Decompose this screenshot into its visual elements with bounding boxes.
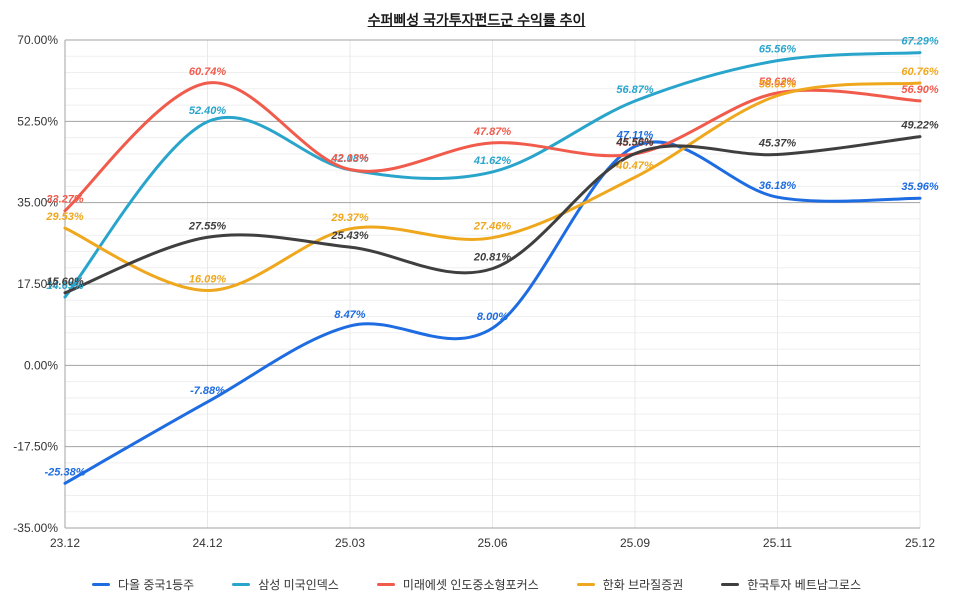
legend-item-2[interactable]: 미래에셋 인도중소형포커스	[376, 576, 539, 593]
point-label: 45.37%	[758, 137, 797, 149]
legend-label: 삼성 미국인덱스	[258, 578, 339, 592]
chart-title: 수퍼삐성 국가투자펀드군 수익률 추이	[0, 10, 953, 30]
legend-label: 미래에셋 인도중소형포커스	[402, 578, 539, 592]
x-tick-label: 25.09	[620, 536, 650, 550]
point-label: 29.37%	[330, 212, 369, 224]
legend-label: 한화 브라질증권	[602, 578, 684, 592]
series-path-3	[63, 81, 922, 293]
y-tick-label: 0.00%	[24, 358, 58, 372]
point-label: 49.22%	[900, 120, 939, 132]
x-tick-label: 25.06	[477, 536, 507, 550]
y-tick-label: 70.00%	[17, 33, 58, 47]
point-label: 58.03%	[759, 79, 797, 91]
point-label: 47.11%	[616, 129, 654, 141]
legend-item-0[interactable]: 다올 중국1등주	[91, 576, 195, 593]
legend-marker	[721, 583, 740, 586]
point-label: 27.46%	[473, 221, 512, 233]
series-path-1	[63, 51, 922, 299]
point-label: -7.88%	[190, 385, 225, 397]
legend-item-1[interactable]: 삼성 미국인덱스	[232, 576, 339, 593]
y-tick-label: -35.00%	[13, 521, 58, 535]
point-label: 52.40%	[189, 105, 227, 117]
x-tick-label: 25.12	[905, 536, 935, 550]
point-label: 58.62%	[759, 76, 797, 88]
x-tick-label: 23.12	[50, 536, 80, 550]
point-label: 45.50%	[615, 137, 654, 149]
legend-marker	[91, 583, 110, 586]
point-label: 56.87%	[616, 84, 654, 96]
y-tick-label: 52.50%	[17, 114, 58, 128]
point-label: 47.87%	[473, 126, 512, 138]
y-tick-label: -17.50%	[13, 440, 58, 454]
point-label: 56.90%	[901, 84, 939, 96]
series-path-4	[63, 135, 922, 295]
point-label: 27.55%	[188, 220, 227, 232]
point-label: 25.43%	[330, 230, 369, 242]
point-label: 36.18%	[759, 180, 797, 192]
line-chart: 70.00% 52.50% 35.00% 17.50% 0.00% -17.50% -35.…	[13, 33, 939, 550]
point-label: 60.76%	[901, 66, 939, 78]
legend-marker	[576, 583, 595, 586]
point-label: 33.27%	[46, 194, 84, 206]
legend-item-3[interactable]: 한화 브라질증권	[576, 576, 684, 593]
point-label: 42.13%	[330, 153, 369, 165]
point-label: 8.00%	[477, 311, 508, 323]
series-path-2	[63, 81, 922, 213]
point-label: 14.69%	[46, 280, 84, 292]
chart-title-text: 수퍼삐성 국가투자펀드군 수익률 추이	[367, 12, 586, 28]
point-label: 8.47%	[334, 309, 365, 321]
legend-label: 다올 중국1등주	[117, 578, 195, 592]
point-label: 35.96%	[901, 181, 939, 193]
legend: 다올 중국1등주 삼성 미국인덱스 미래에셋 인도중소형포커스 한화 브라질증권 한국투…	[0, 576, 953, 593]
legend-marker	[376, 583, 395, 586]
legend-label: 한국투자 베트남그로스	[747, 578, 862, 592]
point-label: 20.81%	[473, 252, 512, 264]
x-tick-label: 25.03	[335, 536, 365, 550]
legend-marker	[232, 583, 251, 586]
series-path-0	[63, 140, 922, 485]
y-tick-label: 17.50%	[17, 277, 58, 291]
point-label: 67.29%	[901, 36, 939, 48]
point-label: 15.60%	[46, 276, 84, 288]
point-label: 60.74%	[189, 66, 227, 78]
point-label: -25.38%	[45, 466, 86, 478]
point-label: 42.08%	[330, 153, 369, 165]
point-label: 41.62%	[473, 155, 512, 167]
x-tick-label: 24.12	[192, 536, 222, 550]
point-label: 16.09%	[189, 274, 227, 286]
x-tick-label: 25.11	[763, 536, 792, 550]
point-label: 65.56%	[759, 44, 797, 56]
point-label: 45.56%	[615, 137, 654, 149]
point-label: 40.47%	[615, 160, 654, 172]
point-label: 29.53%	[45, 211, 84, 223]
legend-item-4[interactable]: 한국투자 베트남그로스	[721, 576, 861, 593]
y-tick-label: 35.00%	[17, 196, 58, 210]
